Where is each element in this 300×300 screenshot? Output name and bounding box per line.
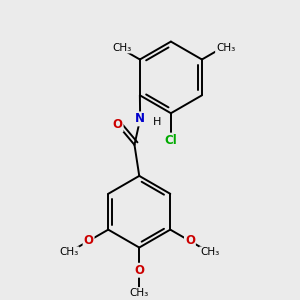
Text: O: O: [134, 264, 144, 277]
Text: CH₃: CH₃: [59, 247, 79, 257]
Text: CH₃: CH₃: [216, 43, 235, 52]
Text: CH₃: CH₃: [200, 247, 219, 257]
Text: Cl: Cl: [164, 134, 177, 147]
Text: CH₃: CH₃: [112, 43, 132, 52]
Text: O: O: [112, 118, 123, 131]
Text: H: H: [153, 117, 161, 127]
Text: CH₃: CH₃: [130, 288, 149, 298]
Text: N: N: [135, 112, 145, 125]
Text: O: O: [84, 235, 94, 248]
Text: O: O: [185, 235, 195, 248]
